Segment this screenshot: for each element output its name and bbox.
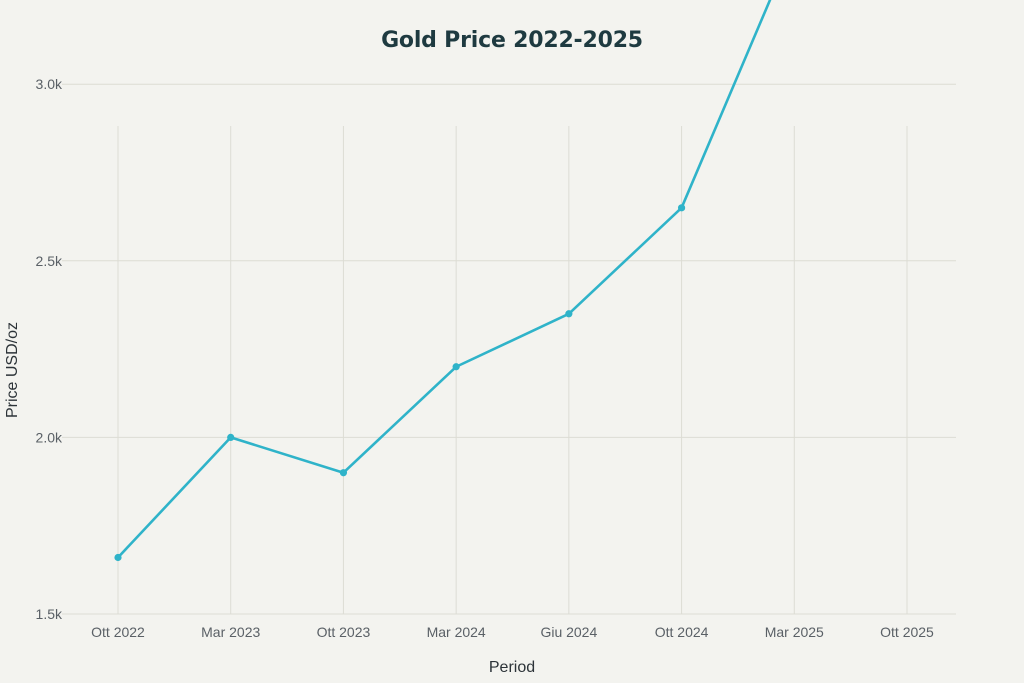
chart-title: Gold Price 2022-2025 [381, 28, 643, 53]
x-tick-label: Mar 2023 [201, 624, 260, 640]
data-point[interactable] [339, 469, 348, 477]
y-axis-ticks: 1.5k2.0k2.5k3.0k3.5k4.0k [36, 76, 63, 622]
x-tick-label: Mar 2025 [765, 624, 824, 640]
x-tick-label: Mar 2024 [427, 624, 486, 640]
x-axis-title: Period [489, 659, 535, 676]
y-tick-label: 2.0k [36, 429, 63, 445]
data-point[interactable] [565, 310, 573, 318]
data-point[interactable] [452, 363, 460, 371]
series-line [116, 0, 772, 559]
y-axis-title: Price USD/oz [4, 322, 21, 418]
y-tick-label: 1.5k [36, 606, 63, 622]
x-tick-label: Ott 2022 [91, 624, 145, 640]
x-tick-label: Ott 2024 [655, 624, 709, 640]
x-tick-label: Giu 2024 [540, 624, 597, 640]
data-point[interactable] [677, 204, 686, 212]
series-layer [114, 0, 772, 562]
x-tick-label: Ott 2025 [880, 624, 934, 640]
x-axis-ticks: Ott 2022 Mar 2023 Ott 2023 Mar 2024 Giu 2024… [91, 624, 934, 640]
y-tick-label: 2.5k [36, 253, 63, 269]
x-tick-label: Ott 2023 [317, 624, 371, 640]
data-point[interactable] [227, 433, 235, 441]
y-tick-label: 3.0k [36, 76, 63, 92]
grid-lines [62, 83, 956, 615]
data-point[interactable] [114, 553, 122, 562]
